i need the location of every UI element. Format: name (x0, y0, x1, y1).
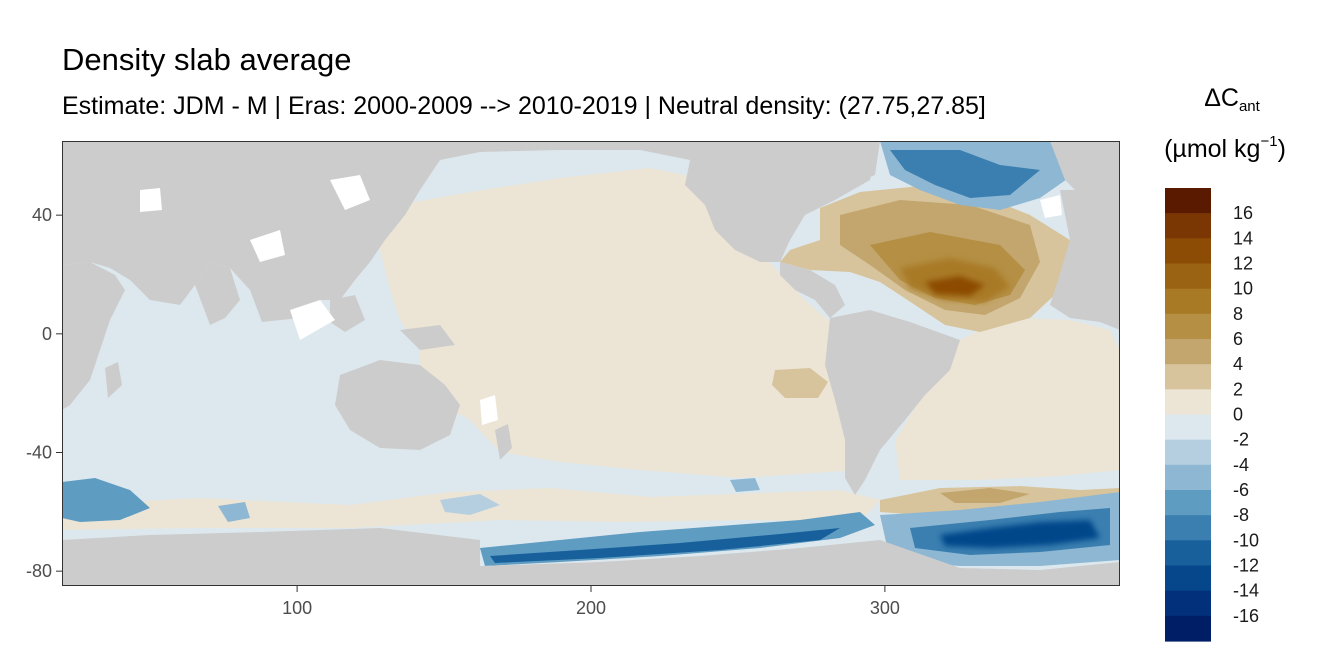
legend-tick-label: -2 (1233, 430, 1249, 450)
east-pacific-patch (772, 368, 828, 398)
north-atlantic-gyre-max (925, 276, 985, 296)
x-axis: 100 200 300 (282, 586, 900, 618)
indian-sector-negative-patch (62, 478, 150, 522)
legend-tick-label: 10 (1233, 279, 1253, 299)
legend-colorbar: 16 14 12 10 8 6 4 2 0 -2 -4 -6 -8 -10 -12 -14 -16 (1165, 188, 1259, 642)
chart-title: Density slab average (62, 42, 352, 77)
legend-tick-label: -12 (1233, 556, 1259, 576)
y-axis: 40 0 -40 -80 (26, 205, 62, 581)
land-masses (62, 141, 1120, 586)
india-land (195, 262, 240, 325)
map-panel (62, 141, 1120, 586)
y-tick-label: 0 (42, 324, 52, 344)
europe-africa-east-atlantic-land (1050, 190, 1120, 330)
atlantic-sector-positive-core (940, 488, 1030, 503)
legend-color-step (1165, 263, 1211, 290)
legend-tick-label: 2 (1233, 379, 1243, 399)
chart-subtitle: Estimate: JDM - M | Eras: 2000-2009 --> … (62, 92, 986, 120)
legend-tick-label: 6 (1233, 329, 1243, 349)
legend-color-step (1165, 188, 1211, 214)
legend-tick-label: 0 (1233, 405, 1243, 425)
antarctica-land-east (480, 540, 1120, 586)
antarctica-land (62, 528, 480, 586)
legend-color-step (1165, 490, 1211, 516)
y-tick-label: 40 (32, 205, 52, 225)
borneo-land (330, 295, 365, 332)
south-america-land (825, 310, 960, 495)
missing-data-patches (140, 175, 1062, 425)
ross-sea-negative-core (490, 528, 840, 563)
legend-color-step (1165, 313, 1211, 340)
australia-land (335, 360, 460, 450)
drake-negative-patch (730, 478, 760, 492)
tasman-negative-patch (440, 494, 500, 515)
panel-border (62, 141, 1120, 586)
legend-color-step (1165, 590, 1211, 617)
legend-tick-label: 8 (1233, 304, 1243, 324)
madagascar-land (105, 362, 122, 398)
central-america-land (780, 262, 845, 318)
new-zealand-land (495, 424, 512, 460)
y-tick-label: -80 (26, 561, 52, 581)
kerguelen-negative-patch (218, 502, 250, 522)
north-america-land (685, 141, 880, 262)
y-tick-label: -40 (26, 443, 52, 463)
x-tick-label: 100 (282, 598, 312, 618)
legend-title: ΔCant (µmol kg−1) (1160, 86, 1290, 162)
x-tick-label: 200 (576, 598, 606, 618)
legend-tick-label: -10 (1233, 530, 1259, 550)
legend-variable: ΔCant (1204, 84, 1260, 115)
legend-tick-label: 12 (1233, 254, 1253, 274)
legend-tick-label: -8 (1233, 505, 1249, 525)
legend-unit: (µmol kg−1) (1164, 133, 1286, 163)
legend-color-step (1165, 464, 1211, 491)
legend-color-step (1165, 615, 1211, 642)
legend-color-step (1165, 364, 1211, 390)
legend-tick-label: 16 (1233, 203, 1253, 223)
legend-color-step (1165, 565, 1211, 592)
legend-tick-label: -16 (1233, 606, 1259, 626)
legend-color-step (1165, 389, 1211, 416)
africa-land (62, 262, 125, 410)
eurasia-land (62, 141, 880, 322)
legend-color-step (1165, 439, 1211, 466)
legend-color-step (1165, 515, 1211, 541)
greenland-land (1050, 141, 1120, 205)
legend-color-step (1165, 339, 1211, 365)
legend-tick-label: -14 (1233, 581, 1259, 601)
legend-color-step (1165, 414, 1211, 441)
legend-tick-label: -6 (1233, 480, 1249, 500)
new-guinea-land (400, 325, 455, 350)
nordic-seas-negative-core (890, 150, 1040, 198)
x-tick-label: 300 (870, 598, 900, 618)
legend-color-step (1165, 540, 1211, 567)
legend-color-step (1165, 288, 1211, 315)
legend-tick-label: 14 (1233, 228, 1253, 248)
legend-color-step (1165, 213, 1211, 239)
weddell-sea-negative-core (940, 520, 1100, 548)
legend-color-step (1165, 238, 1211, 265)
legend-tick-label: 4 (1233, 354, 1243, 374)
legend-tick-label: -4 (1233, 455, 1249, 475)
